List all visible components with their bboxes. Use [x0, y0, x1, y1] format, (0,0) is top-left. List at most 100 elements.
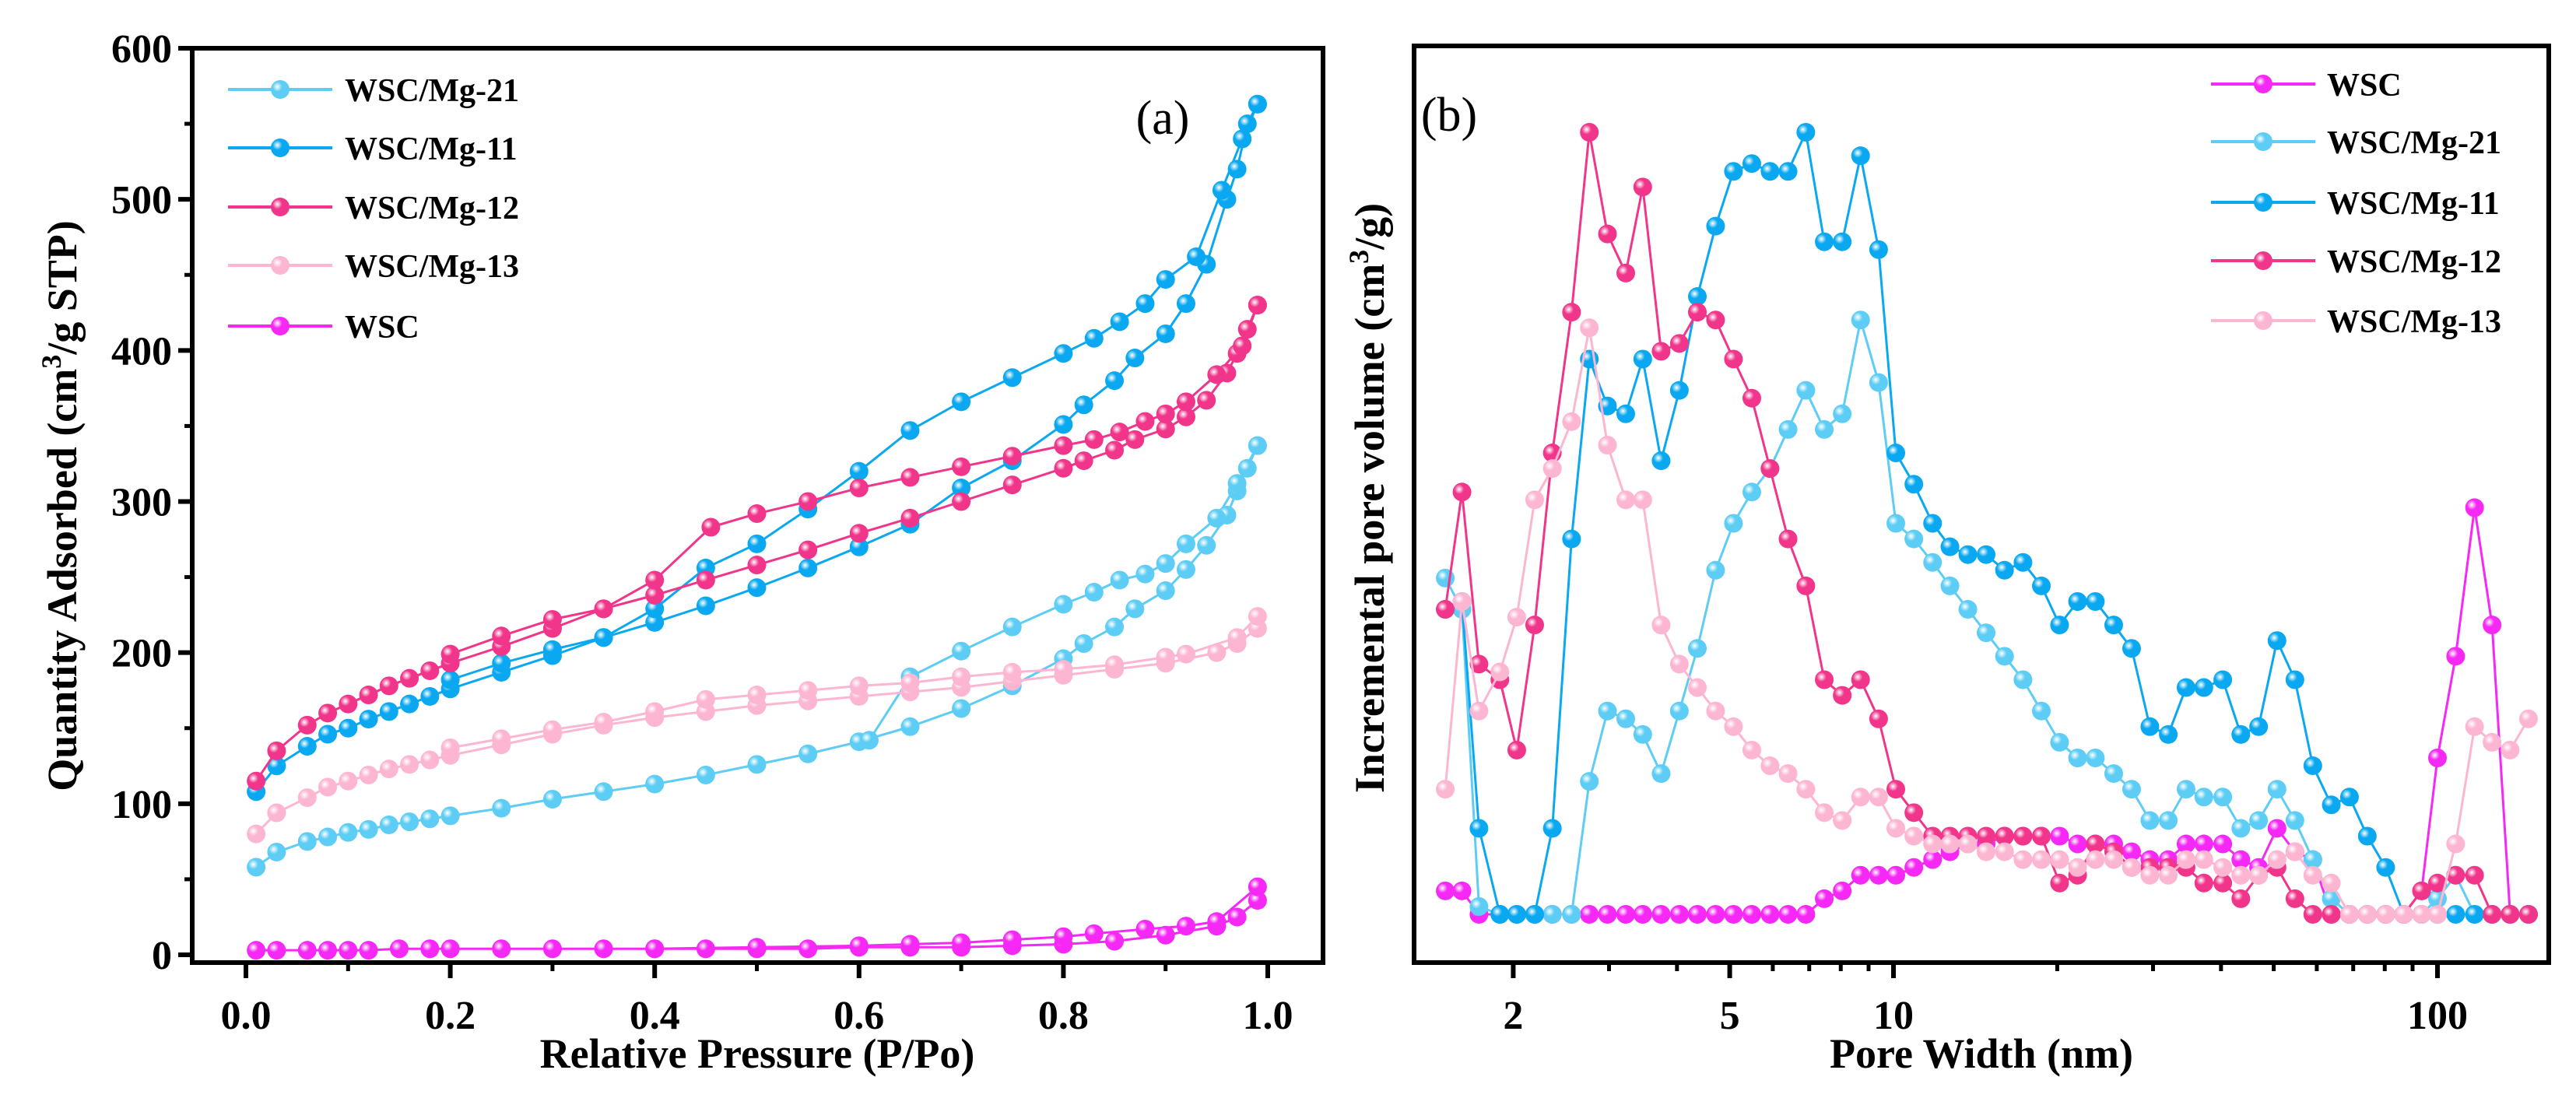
adsorption-point [400, 694, 419, 714]
x-tick-label: 0.4 [630, 994, 680, 1038]
data-point [2501, 740, 2520, 759]
desorption-point [900, 935, 920, 954]
data-point [1706, 216, 1725, 236]
data-point [2194, 873, 2213, 893]
desorption-point [952, 457, 971, 476]
data-point [2446, 647, 2465, 666]
data-point [1542, 819, 1562, 838]
desorption-point [1156, 554, 1175, 574]
desorption-point [1084, 328, 1104, 348]
adsorption-point [1248, 891, 1267, 910]
legend-marker [2254, 193, 2272, 212]
adsorption-point [267, 756, 286, 776]
desorption-point [1054, 595, 1073, 614]
adsorption-point [400, 668, 419, 688]
adsorption-point [379, 759, 398, 779]
desorption-point [859, 731, 879, 750]
data-point [2104, 764, 2123, 784]
data-point [2194, 850, 2213, 869]
desorption-point [747, 534, 767, 553]
data-point [2339, 788, 2359, 807]
adsorption-point [400, 755, 419, 774]
adsorption-point [1176, 407, 1195, 426]
desorption-point [542, 640, 562, 659]
data-point [1724, 162, 1743, 181]
data-point [2104, 850, 2123, 869]
desorption-point [594, 712, 613, 731]
data-point [1436, 780, 1455, 799]
data-point [2122, 842, 2141, 861]
adsorption-point [339, 718, 358, 738]
desorption-point [594, 599, 613, 619]
data-point [2465, 717, 2484, 736]
data-point [2394, 905, 2413, 924]
data-point [1851, 310, 1870, 330]
series-wsc-mg-12 [1436, 123, 2538, 924]
data-point [1886, 444, 1906, 463]
data-point [1886, 865, 1906, 885]
desorption-point [849, 479, 869, 498]
data-point [2376, 858, 2395, 877]
panel-b-frame [1412, 44, 2551, 965]
data-point [1706, 310, 1725, 330]
adsorption-point [1054, 415, 1073, 434]
desorption-point [1156, 270, 1175, 289]
data-point [2194, 678, 2213, 697]
series-line [1444, 327, 2530, 916]
panel-b-y-axis-title: Incremental pore volume (cm3/g) [1343, 203, 1393, 793]
data-point [1598, 701, 1617, 721]
data-point [2213, 788, 2233, 807]
adsorption-point [900, 508, 920, 528]
data-point [2086, 592, 2105, 611]
desorption-point [1207, 365, 1227, 384]
data-point [2122, 639, 2141, 658]
adsorption-point [297, 941, 317, 960]
adsorption-point [318, 703, 338, 723]
desorption-point [747, 686, 767, 705]
data-point [2322, 795, 2341, 815]
data-point [1580, 318, 1599, 338]
data-point [1598, 905, 1617, 924]
desorption-point [1227, 474, 1247, 493]
data-point [1436, 600, 1455, 619]
data-point [1904, 826, 1924, 846]
data-point [2050, 732, 2069, 752]
data-point [1760, 756, 1780, 776]
adsorption-point [297, 788, 317, 808]
panel-a-axes: 0 100 200 300 400 500 600 0.0 0.2 0.4 0.6 0.8 1.0 [111, 27, 1293, 1038]
legend-marker [271, 198, 290, 216]
data-point [2465, 865, 2484, 885]
data-point [2068, 834, 2087, 854]
data-point [1815, 803, 1834, 823]
desorption-point [645, 702, 665, 721]
y-tick-label: 400 [111, 329, 172, 374]
data-point [1995, 842, 2014, 861]
adsorption-point [267, 803, 286, 823]
desorption-point [1176, 644, 1195, 664]
desorption-point [1084, 924, 1104, 943]
data-point [1886, 514, 1906, 533]
legend-marker [2254, 251, 2272, 270]
desorption-point [1002, 368, 1022, 388]
adsorption-point [952, 492, 971, 511]
data-point [1869, 788, 1888, 807]
data-point [1778, 529, 1798, 549]
data-point [1688, 303, 1707, 322]
legend-item-wsc-mg-13: WSC/Mg-13 [228, 249, 519, 285]
data-point [2176, 678, 2195, 697]
data-point [1958, 545, 1978, 564]
desorption-point [1248, 94, 1267, 114]
series-wsc-mg-13 [247, 607, 1267, 844]
x-tick-label: 100 [2407, 994, 2468, 1038]
data-point [1669, 701, 1689, 721]
data-point [1869, 865, 1888, 885]
panel-a-label: (a) [1136, 92, 1190, 145]
data-point [1977, 826, 1996, 846]
data-point [2122, 858, 2141, 877]
adsorption-point [339, 694, 358, 714]
legend-label: WSC/Mg-12 [2327, 244, 2501, 280]
data-point [1851, 146, 1870, 166]
adsorption-point [339, 771, 358, 791]
data-point [1688, 678, 1707, 697]
data-point [2483, 616, 2502, 635]
